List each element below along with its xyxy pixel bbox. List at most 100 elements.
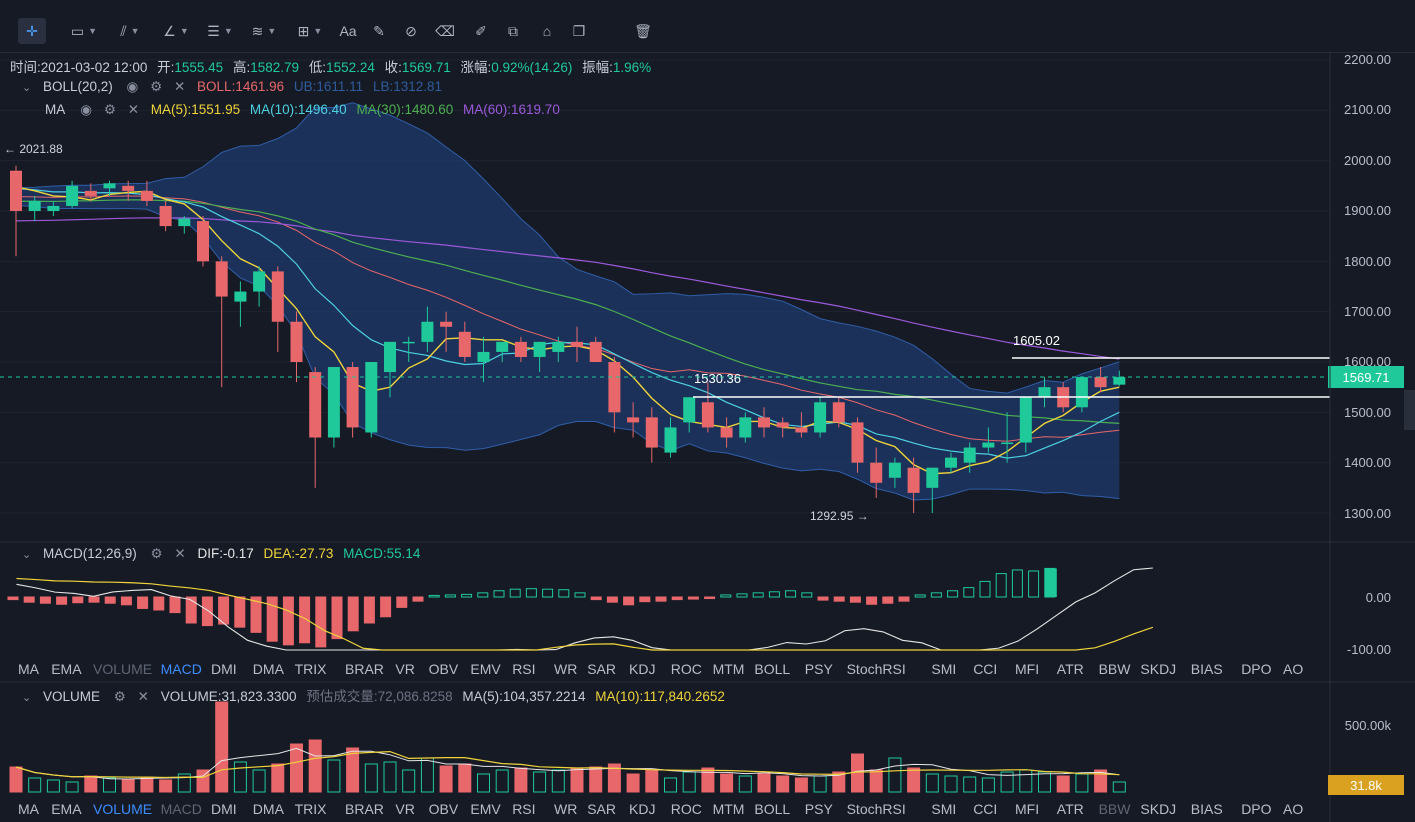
indicator-tab-ao[interactable]: AO — [1283, 661, 1304, 677]
eraser-tool[interactable]: ⌫ — [432, 18, 458, 44]
lock-tool[interactable]: ⌂ — [534, 18, 560, 44]
indicator-tab-cci[interactable]: CCI — [973, 661, 998, 677]
indicator-tab-mtm[interactable]: MTM — [712, 661, 745, 677]
indicator-tab-dmi[interactable]: DMI — [211, 801, 237, 817]
indicator-tab-bbw[interactable]: BBW — [1098, 801, 1131, 817]
chart-area[interactable]: 1605.02 1530.36 ← 2021.88 1292.95 → 1569.71 3… — [0, 52, 1415, 822]
settings-icon[interactable]: ⚙ — [113, 689, 126, 704]
caret-down-icon[interactable]: ▼ — [267, 26, 277, 36]
indicator-tab-ma[interactable]: MA — [18, 661, 39, 677]
indicator-tab-bias[interactable]: BIAS — [1190, 661, 1223, 677]
indicator-tab-dpo[interactable]: DPO — [1241, 661, 1272, 677]
fib-tool[interactable]: ☰ ▼ — [200, 18, 240, 44]
measure-tool[interactable]: ⧉ — [500, 18, 526, 44]
indicator-tab-wr[interactable]: WR — [554, 801, 578, 817]
indicator-tab-bias[interactable]: BIAS — [1190, 801, 1223, 817]
close-icon[interactable]: ✕ — [173, 79, 186, 94]
indicator-tab-sar[interactable]: SAR — [587, 801, 616, 817]
indicator-tab-psy[interactable]: PSY — [804, 801, 833, 817]
close-icon[interactable]: ✕ — [127, 102, 140, 117]
indicator-tab-volume[interactable]: VOLUME — [93, 801, 153, 817]
caret-down-icon[interactable]: ▼ — [313, 26, 323, 36]
indicator-tab-mfi[interactable]: MFI — [1015, 661, 1040, 677]
indicator-tab-vr[interactable]: VR — [395, 801, 415, 817]
indicator-tab-roc[interactable]: ROC — [670, 661, 702, 677]
macd-histogram-bar — [606, 596, 618, 603]
settings-icon[interactable]: ⚙ — [150, 79, 163, 94]
indicator-tab-skdj[interactable]: SKDJ — [1140, 801, 1177, 817]
indicator-tab-smi[interactable]: SMI — [931, 801, 957, 817]
wave-tool[interactable]: ≋ ▼ — [244, 18, 284, 44]
indicator-tab-ma[interactable]: MA — [18, 801, 39, 817]
settings-icon[interactable]: ⚙ — [103, 102, 116, 117]
eye-icon[interactable]: ◉ — [80, 102, 93, 117]
indicator-tab-dmi[interactable]: DMI — [211, 661, 237, 677]
indicator-tab-brar[interactable]: BRAR — [345, 661, 384, 677]
indicator-tab-macd[interactable]: MACD — [160, 661, 202, 677]
volume-bar — [664, 777, 677, 793]
indicator-tab-stochrsi[interactable]: StochRSI — [846, 661, 906, 677]
indicator-tab-dma[interactable]: DMA — [252, 801, 284, 817]
indicator-tab-obv[interactable]: OBV — [428, 801, 459, 817]
indicator-tab-wr[interactable]: WR — [554, 661, 578, 677]
indicator-tab-roc[interactable]: ROC — [670, 801, 702, 817]
indicator-tab-trix[interactable]: TRIX — [294, 661, 327, 677]
crosshair-tool[interactable]: ✛ — [18, 18, 46, 44]
trend-line-tool[interactable]: ▭ ▼ — [64, 18, 104, 44]
indicator-tab-bbw[interactable]: BBW — [1098, 661, 1131, 677]
indicator-tab-psy[interactable]: PSY — [804, 661, 833, 677]
indicator-tab-ema[interactable]: EMA — [51, 801, 82, 817]
indicator-tab-smi[interactable]: SMI — [931, 661, 957, 677]
delete-tool[interactable]: 🗑 — [630, 18, 656, 44]
collapse-chevron-icon[interactable]: ⌄ — [22, 549, 32, 561]
indicator-tab-atr[interactable]: ATR — [1056, 661, 1084, 677]
indicator-tab-rsi[interactable]: RSI — [512, 801, 536, 817]
indicator-tab-mtm[interactable]: MTM — [712, 801, 745, 817]
close-icon[interactable]: ✕ — [137, 689, 149, 704]
angle-tool[interactable]: ∠ ▼ — [156, 18, 196, 44]
indicator-tab-sar[interactable]: SAR — [587, 661, 616, 677]
copy-tool[interactable]: ❐ — [566, 18, 592, 44]
indicator-tab-trix[interactable]: TRIX — [294, 801, 327, 817]
text-tool[interactable]: Aa — [334, 18, 362, 44]
indicator-tab-volume[interactable]: VOLUME — [93, 661, 153, 677]
macd-histogram-bar — [768, 591, 780, 598]
pen-tool[interactable]: ✐ — [468, 18, 494, 44]
indicator-tab-boll[interactable]: BOLL — [754, 661, 791, 677]
indicator-tab-mfi[interactable]: MFI — [1015, 801, 1040, 817]
indicator-tab-stochrsi[interactable]: StochRSI — [846, 801, 906, 817]
indicator-tab-skdj[interactable]: SKDJ — [1140, 661, 1177, 677]
macd-histogram-bar — [493, 590, 505, 598]
indicator-tab-dma[interactable]: DMA — [252, 661, 284, 677]
indicator-tab-rsi[interactable]: RSI — [512, 661, 536, 677]
indicator-tab-boll[interactable]: BOLL — [754, 801, 791, 817]
indicator-tab-atr[interactable]: ATR — [1056, 801, 1084, 817]
indicator-tab-cci[interactable]: CCI — [973, 801, 998, 817]
indicator-tab-obv[interactable]: OBV — [428, 661, 459, 677]
candle-body — [384, 341, 396, 373]
settings-icon[interactable]: ⚙ — [150, 546, 163, 561]
caret-down-icon[interactable]: ▼ — [130, 26, 140, 36]
indicator-tab-emv[interactable]: EMV — [470, 661, 501, 677]
caret-down-icon[interactable]: ▼ — [88, 26, 98, 36]
eye-icon[interactable]: ◉ — [126, 79, 139, 94]
collapse-chevron-icon[interactable]: ⌄ — [22, 82, 32, 94]
indicator-tab-ema[interactable]: EMA — [51, 661, 82, 677]
parallel-tool[interactable]: ⫽ ▼ — [110, 18, 150, 44]
range-tool[interactable]: ⊞ ▼ — [290, 18, 330, 44]
ma30-line — [16, 199, 1120, 425]
indicator-tab-dpo[interactable]: DPO — [1241, 801, 1272, 817]
indicator-tab-emv[interactable]: EMV — [470, 801, 501, 817]
indicator-tab-ao[interactable]: AO — [1283, 801, 1304, 817]
caret-down-icon[interactable]: ▼ — [223, 26, 233, 36]
indicator-tab-macd[interactable]: MACD — [160, 801, 202, 817]
brush-tool[interactable]: ✎ — [366, 18, 392, 44]
magnet-tool[interactable]: ⊘ — [398, 18, 424, 44]
close-icon[interactable]: ✕ — [174, 546, 186, 561]
caret-down-icon[interactable]: ▼ — [179, 26, 189, 36]
indicator-tab-kdj[interactable]: KDJ — [629, 801, 656, 817]
indicator-tab-vr[interactable]: VR — [395, 661, 415, 677]
collapse-chevron-icon[interactable]: ⌄ — [22, 692, 32, 704]
indicator-tab-brar[interactable]: BRAR — [345, 801, 384, 817]
indicator-tab-kdj[interactable]: KDJ — [629, 661, 656, 677]
